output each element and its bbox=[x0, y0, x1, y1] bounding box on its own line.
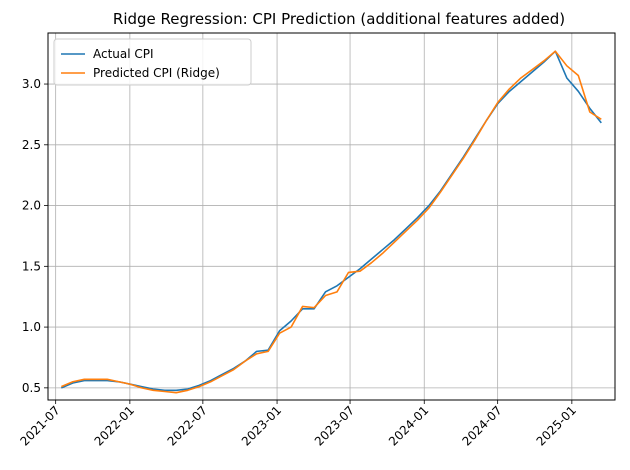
y-axis: 0.5 1.0 1.5 2.0 2.5 3.0 bbox=[22, 77, 48, 395]
x-tick-label: 2024-07 bbox=[459, 403, 504, 448]
x-tick-label: 2023-07 bbox=[312, 403, 357, 448]
y-tick-label: 2.0 bbox=[22, 199, 41, 213]
series-layer bbox=[60, 50, 602, 394]
plot-frame bbox=[47, 32, 616, 401]
x-tick-label: 2023-01 bbox=[239, 403, 284, 448]
y-tick-label: 1.5 bbox=[22, 259, 41, 273]
y-tick-label: 3.0 bbox=[22, 77, 41, 91]
x-tick-label: 2022-01 bbox=[92, 403, 137, 448]
y-tick-label: 0.5 bbox=[22, 381, 41, 395]
grid-lines bbox=[48, 33, 615, 400]
series-line-predicted-cpi bbox=[60, 50, 602, 394]
x-axis: 2021-07 2022-01 2022-07 2023-01 2023-07 2024-… bbox=[17, 400, 579, 449]
legend-label: Actual CPI bbox=[93, 47, 154, 61]
series-line-actual-cpi bbox=[60, 50, 602, 392]
x-tick-label: 2021-07 bbox=[17, 403, 62, 448]
legend-label: Predicted CPI (Ridge) bbox=[93, 66, 220, 80]
x-tick-label: 2022-07 bbox=[165, 403, 210, 448]
legend-box bbox=[53, 38, 252, 86]
x-tick-label: 2024-01 bbox=[386, 403, 431, 448]
legend: Actual CPI Predicted CPI (Ridge) bbox=[53, 38, 252, 86]
y-tick-label: 2.5 bbox=[22, 138, 41, 152]
y-tick-label: 1.0 bbox=[22, 320, 41, 334]
chart-title: Ridge Regression: CPI Prediction (additi… bbox=[113, 10, 565, 28]
x-tick-label: 2025-01 bbox=[534, 403, 579, 448]
